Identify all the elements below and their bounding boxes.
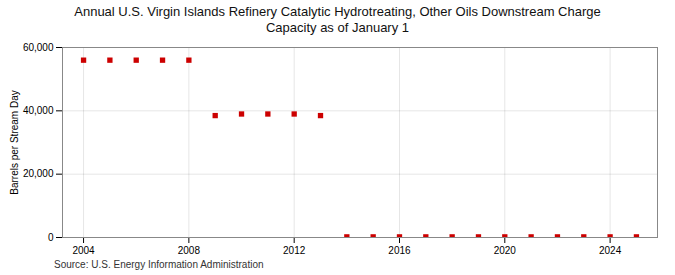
svg-text:Barrels per Stream Day: Barrels per Stream Day (9, 90, 20, 194)
svg-text:0: 0 (48, 231, 54, 242)
svg-text:20,000: 20,000 (23, 168, 54, 179)
svg-text:2008: 2008 (178, 244, 201, 255)
svg-text:2024: 2024 (599, 244, 622, 255)
svg-text:2012: 2012 (283, 244, 306, 255)
html-text:Source: U.S. Energy Informatio: Source: U.S. Energy Information Administ… (54, 258, 264, 270)
svg-text:2004: 2004 (72, 244, 95, 255)
html-text:Annual U.S. Virgin Islands Ref: Annual U.S. Virgin Islands Refinery Cata… (74, 4, 601, 36)
svg-text:40,000: 40,000 (23, 105, 54, 116)
svg-text:2016: 2016 (388, 244, 411, 255)
svg-text:2020: 2020 (494, 244, 517, 255)
svg-text:60,000: 60,000 (23, 41, 54, 52)
